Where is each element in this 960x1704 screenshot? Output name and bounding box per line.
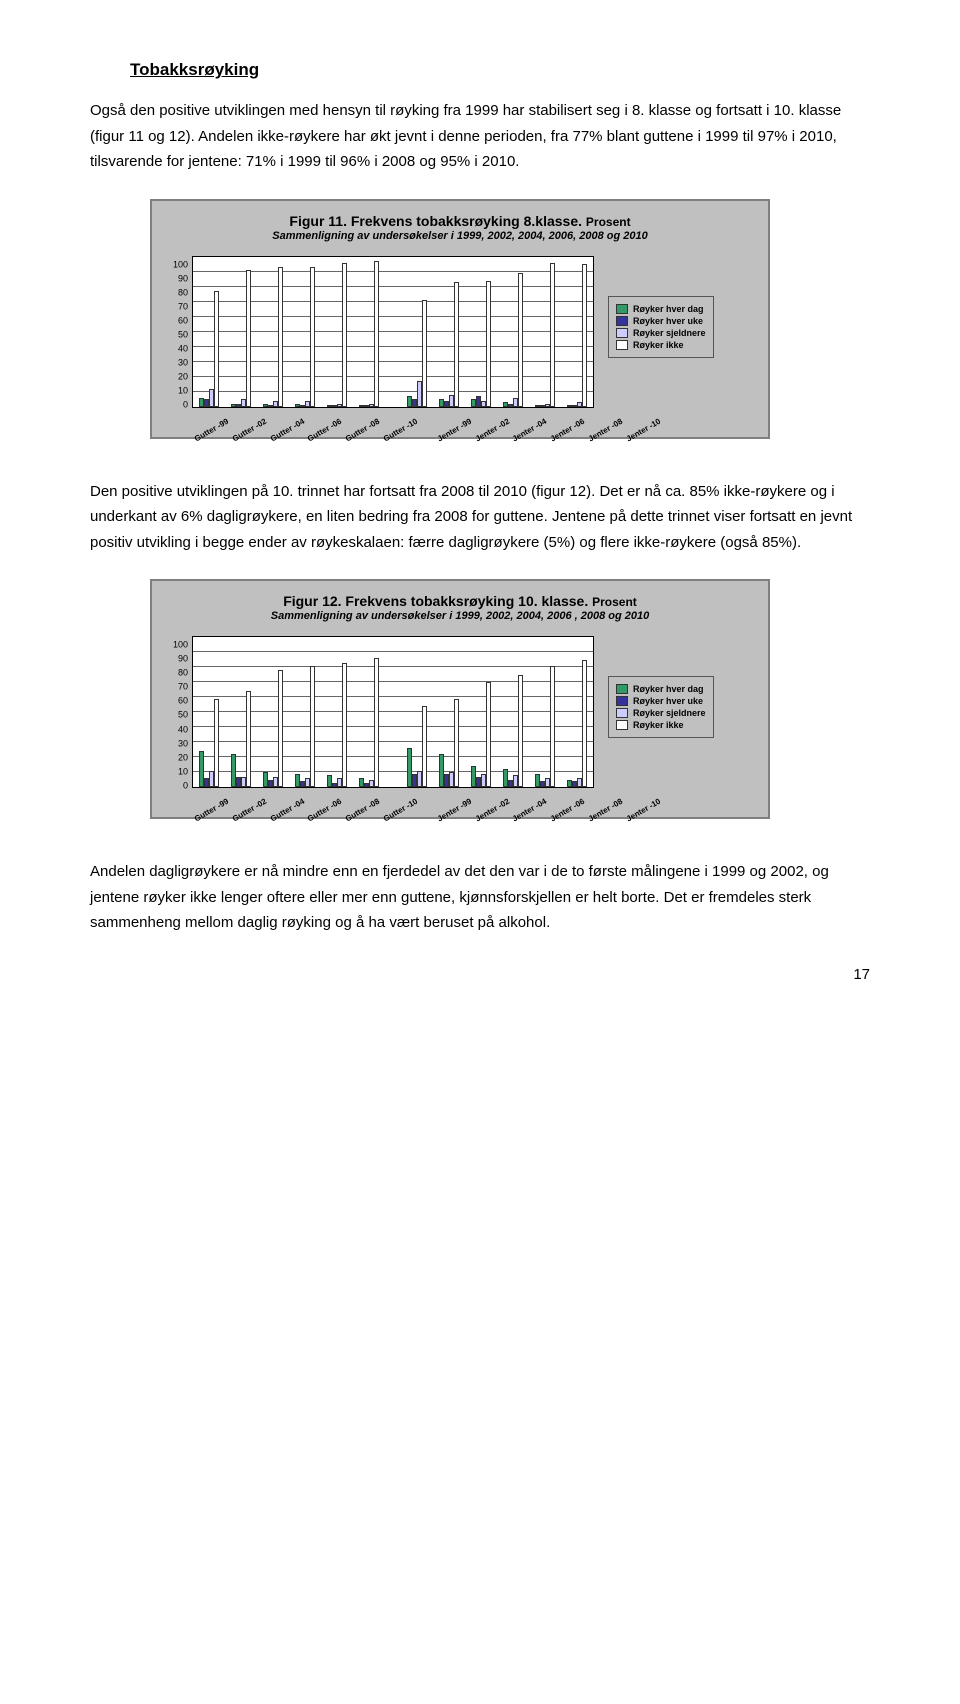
x-axis: Gutter -99Gutter -02Gutter -04Gutter -06… bbox=[192, 792, 592, 801]
bar bbox=[214, 699, 219, 788]
bar-group bbox=[225, 270, 257, 407]
bar-group bbox=[529, 666, 561, 788]
bar-group bbox=[401, 300, 433, 407]
legend-item: Røyker hver dag bbox=[616, 684, 706, 694]
bar-group bbox=[561, 264, 593, 407]
bar-group bbox=[433, 699, 465, 788]
chart-title: Figur 12. Frekvens tobakksrøyking 10. kl… bbox=[166, 593, 754, 609]
bar bbox=[454, 282, 459, 407]
bar-group bbox=[433, 282, 465, 407]
bar-group bbox=[289, 666, 321, 788]
bar bbox=[518, 273, 523, 407]
x-axis: Gutter -99Gutter -02Gutter -04Gutter -06… bbox=[192, 412, 592, 421]
bar bbox=[214, 291, 219, 407]
bar-group bbox=[497, 675, 529, 788]
bar bbox=[582, 660, 587, 788]
y-axis: 0102030405060708090100 bbox=[166, 256, 192, 406]
bar bbox=[246, 691, 251, 787]
legend: Røyker hver dag Røyker hver uke Røyker sje… bbox=[608, 676, 714, 738]
bar bbox=[342, 263, 347, 407]
chart-subtitle: Sammenligning av undersøkelser i 1999, 2… bbox=[166, 610, 754, 622]
bar-group bbox=[529, 263, 561, 407]
bar-group bbox=[353, 261, 385, 407]
legend-item: Røyker ikke bbox=[616, 720, 706, 730]
figure-12: Figur 12. Frekvens tobakksrøyking 10. kl… bbox=[150, 579, 770, 819]
legend-item: Røyker ikke bbox=[616, 340, 706, 350]
bar bbox=[582, 264, 587, 407]
bar bbox=[278, 267, 283, 407]
chart-title: Figur 11. Frekvens tobakksrøyking 8.klas… bbox=[166, 213, 754, 229]
bar bbox=[422, 300, 427, 407]
section-title: Tobakksrøyking bbox=[130, 60, 870, 80]
paragraph-2: Den positive utviklingen på 10. trinnet … bbox=[90, 479, 870, 556]
bar bbox=[550, 666, 555, 788]
bar bbox=[422, 706, 427, 787]
legend-item: Røyker hver dag bbox=[616, 304, 706, 314]
bar bbox=[310, 267, 315, 407]
legend-item: Røyker sjeldnere bbox=[616, 328, 706, 338]
legend: Røyker hver dag Røyker hver uke Røyker sje… bbox=[608, 296, 714, 358]
chart-subtitle: Sammenligning av undersøkelser i 1999, 2… bbox=[166, 230, 754, 242]
bar-group bbox=[321, 663, 353, 788]
plot-area bbox=[192, 256, 594, 408]
legend-item: Røyker hver uke bbox=[616, 316, 706, 326]
bar-group bbox=[465, 682, 497, 787]
paragraph-1: Også den positive utviklingen med hensyn… bbox=[90, 98, 870, 175]
bar bbox=[310, 666, 315, 788]
plot-area bbox=[192, 636, 594, 788]
legend-item: Røyker hver uke bbox=[616, 696, 706, 706]
bar-group bbox=[497, 273, 529, 407]
bar-group bbox=[401, 706, 433, 787]
bar-group bbox=[193, 699, 225, 788]
bar-group bbox=[561, 660, 593, 788]
legend-item: Røyker sjeldnere bbox=[616, 708, 706, 718]
bar-group bbox=[257, 670, 289, 787]
bar-group bbox=[321, 263, 353, 407]
bar bbox=[374, 658, 379, 787]
bar-group bbox=[193, 291, 225, 407]
figure-11: Figur 11. Frekvens tobakksrøyking 8.klas… bbox=[150, 199, 770, 439]
paragraph-3: Andelen dagligrøykere er nå mindre enn e… bbox=[90, 859, 870, 936]
bar-group bbox=[465, 281, 497, 407]
bar bbox=[342, 663, 347, 788]
bar bbox=[374, 261, 379, 407]
y-axis: 0102030405060708090100 bbox=[166, 636, 192, 786]
bar bbox=[518, 675, 523, 788]
bar-group bbox=[225, 691, 257, 787]
bar bbox=[278, 670, 283, 787]
bar bbox=[486, 682, 491, 787]
bar bbox=[454, 699, 459, 788]
bar-group bbox=[289, 267, 321, 407]
bar-group bbox=[353, 658, 385, 787]
bar bbox=[550, 263, 555, 407]
bar bbox=[486, 281, 491, 407]
bar-group bbox=[257, 267, 289, 407]
bar bbox=[246, 270, 251, 407]
page-number: 17 bbox=[90, 966, 870, 983]
